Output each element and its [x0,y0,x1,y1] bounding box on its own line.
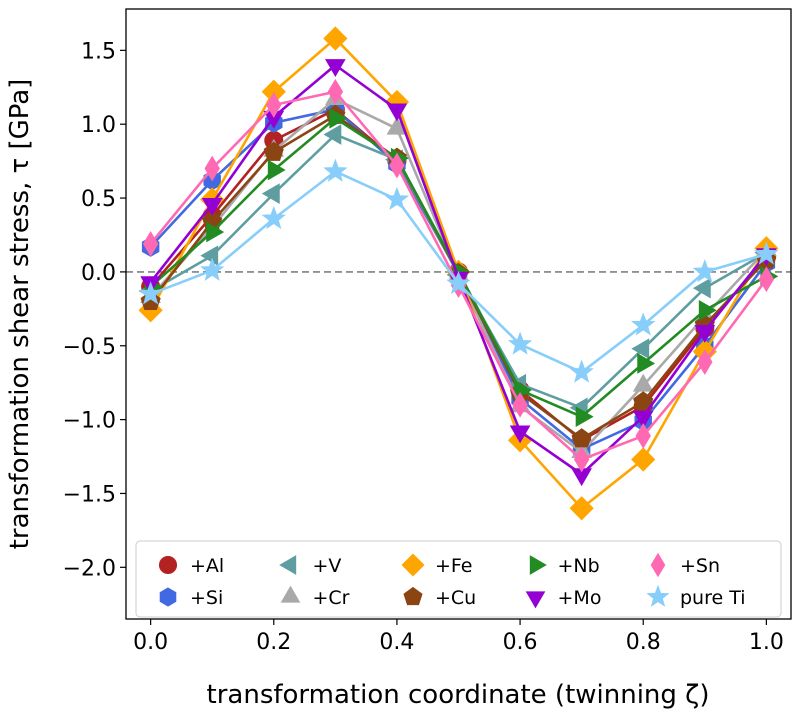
y-tick-label: −2.0 [63,556,116,581]
data-point [204,155,220,182]
legend-marker [650,552,666,578]
y-tick-label: 1.0 [81,113,116,138]
legend-label: +Fe [435,555,473,577]
x-tick-label: 0.6 [503,630,538,655]
plot-frame [125,8,792,620]
legend-marker [159,587,177,607]
legend-marker [401,553,425,577]
legend-marker [525,591,546,609]
legend-marker [158,555,178,575]
legend-marker [280,585,301,603]
data-point [631,338,650,360]
data-point [509,425,531,444]
data-point [512,391,528,418]
data-point [758,266,775,293]
legend-label: +Si [190,587,223,609]
y-tick-label: −1.5 [63,482,116,507]
data-point [206,221,225,243]
data-point [327,78,344,105]
x-tick-label: 1.0 [749,630,784,655]
data-point [569,496,594,521]
data-point [754,241,779,265]
data-point [199,257,225,281]
data-point [323,124,342,145]
data-point [261,183,280,204]
data-point [698,299,717,321]
data-point [569,359,594,383]
data-point [263,141,284,161]
data-point [325,59,346,78]
data-point [142,230,159,257]
x-tick-label: 0.8 [626,630,661,655]
data-point [631,312,656,336]
x-axis-label: transformation coordinate (twinning ζ) [207,680,710,710]
data-point [692,259,718,283]
data-point [507,331,533,355]
legend-label: +V [313,555,342,577]
legend-label: +Mo [558,587,602,609]
y-tick-label: 0.0 [81,261,116,286]
data-point [323,26,348,51]
x-tick-label: 0.0 [133,630,168,655]
data-point [632,373,654,392]
legend-marker [529,555,547,575]
data-point [692,277,711,299]
data-point [261,205,286,230]
data-point [697,349,713,375]
legend-marker [646,584,670,607]
series-9 [138,158,779,383]
data-point [266,92,282,118]
y-tick-label: 1.5 [81,39,116,64]
y-axis-label: transformation shear stress, τ [GPa] [5,79,35,550]
data-point [631,447,656,472]
legend-label: +Cu [435,587,476,609]
data-point [575,406,594,427]
legend-marker [403,586,423,606]
legend-label: pure Ti [680,587,746,609]
data-point [200,245,219,266]
legend-label: +Cr [313,587,350,609]
data-point [389,152,405,179]
y-tick-label: −0.5 [63,335,116,360]
legend-label: +Sn [680,555,720,577]
data-point [138,298,163,323]
x-tick-label: 0.2 [256,630,291,655]
y-tick-label: −1.0 [63,409,116,434]
data-point [386,103,408,122]
legend-label: +Al [190,555,224,577]
data-point [138,281,163,305]
x-tick-label: 0.4 [379,630,414,655]
y-tick-label: 0.5 [81,187,116,212]
data-point [329,107,348,129]
data-point [446,270,471,295]
legend-marker [279,555,297,575]
data-point [323,158,348,182]
data-point [637,353,656,374]
data-point [267,159,286,181]
legend-label: +Nb [558,555,600,577]
data-point [201,198,223,216]
data-point [632,410,654,429]
data-point [384,186,410,210]
data-point [633,391,654,411]
data-point [635,423,651,449]
data-point [573,446,590,473]
data-point [694,325,716,343]
